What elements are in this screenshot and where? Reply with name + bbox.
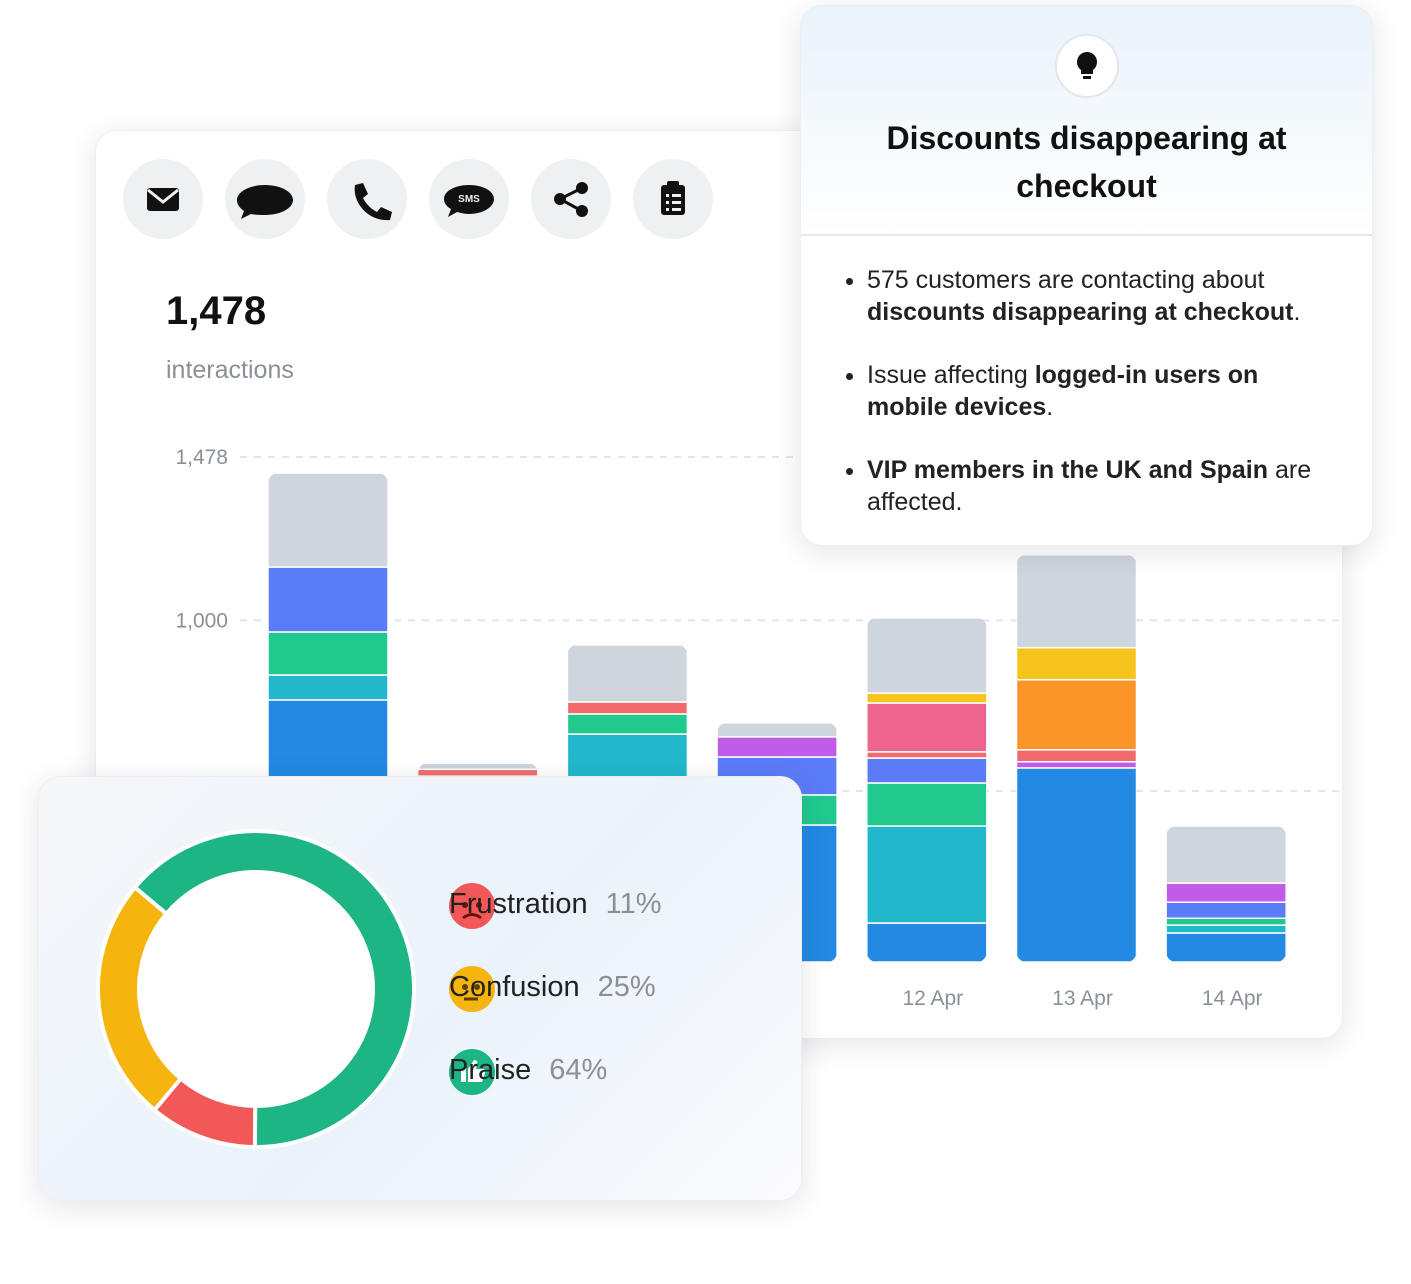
bullet-text: discounts disappearing at checkout — [867, 298, 1294, 326]
legend-item: Confusion 25% — [449, 971, 656, 1004]
legend-item: Frustration 11% — [449, 888, 662, 921]
legend-value: 11% — [605, 888, 662, 920]
legend-value: 64% — [549, 1054, 608, 1086]
donut-hole — [141, 874, 371, 1104]
legend-value: 25% — [597, 971, 656, 1003]
sms-icon[interactable] — [444, 185, 494, 217]
insight-title: Discounts disappearing at checkout — [886, 120, 1287, 204]
bullet-text: are affected. — [867, 456, 1312, 516]
phone-icon[interactable] — [354, 183, 392, 221]
bullet-text: VIP members in the UK and Spain — [867, 456, 1269, 484]
bullet-text: . — [1293, 298, 1301, 326]
share-icon[interactable] — [554, 182, 588, 217]
bullet-text: Issue affecting — [867, 361, 1035, 389]
bullet: VIP members in the UK and Spain are affe… — [867, 454, 1332, 518]
total-label: interactions — [166, 356, 294, 384]
bullet: 575 customers are contacting about disco… — [867, 264, 1332, 328]
bullet: Issue affecting logged-in users on mobil… — [867, 359, 1332, 423]
donut-segment — [96, 884, 184, 1113]
legend-label: Confusion — [449, 971, 580, 1003]
insight-card: Discounts disappearing at checkout 575 c… — [800, 5, 1373, 546]
bullet-text: logged-in users on mobile devices — [867, 361, 1259, 421]
donut-chart — [96, 829, 495, 1150]
divider — [801, 234, 1372, 236]
legend-item: Praise 64% — [449, 1054, 607, 1087]
legend-label: Frustration — [449, 888, 588, 920]
bullet-text: . — [1046, 393, 1054, 421]
channel-icons: SMS — [123, 159, 713, 239]
sms-label: SMS — [458, 194, 480, 205]
survey-icon[interactable] — [661, 181, 685, 215]
chat-icon[interactable] — [237, 185, 293, 219]
bullet-text: 575 customers are contacting about — [867, 266, 1265, 294]
insight-icon — [1055, 34, 1119, 98]
insight-bullets: 575 customers are contacting about disco… — [845, 264, 1332, 545]
legend-label: Praise — [449, 1054, 532, 1086]
sentiment-card: Frustration 11% Confusion 25% Praise 64% — [38, 776, 802, 1201]
total: 1,478 — [166, 289, 267, 333]
